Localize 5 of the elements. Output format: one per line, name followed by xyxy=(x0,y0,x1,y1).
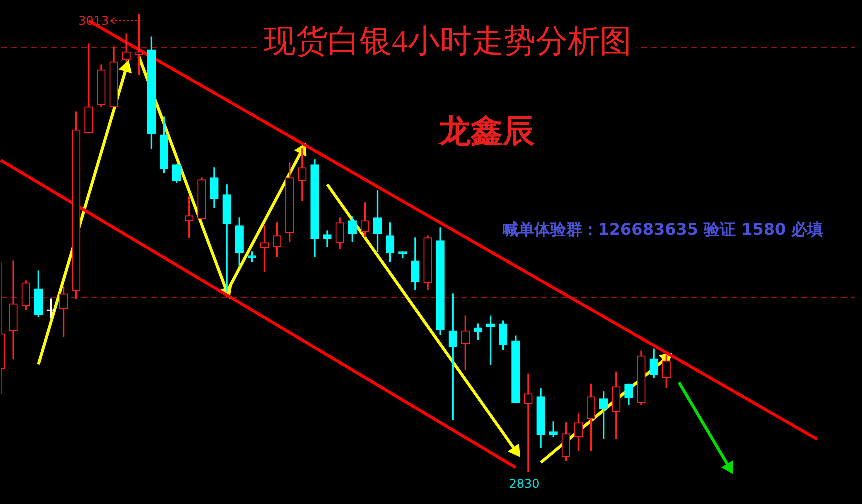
annotation: 喊单体验群：126683635 验证 1580 必填 xyxy=(502,220,824,241)
annotation: 龙鑫辰 xyxy=(439,111,535,152)
text: 2830 xyxy=(509,477,540,492)
chart-title: 现货白银4小时走势分析图 xyxy=(260,20,636,64)
annotation: 3013 xyxy=(78,14,110,28)
